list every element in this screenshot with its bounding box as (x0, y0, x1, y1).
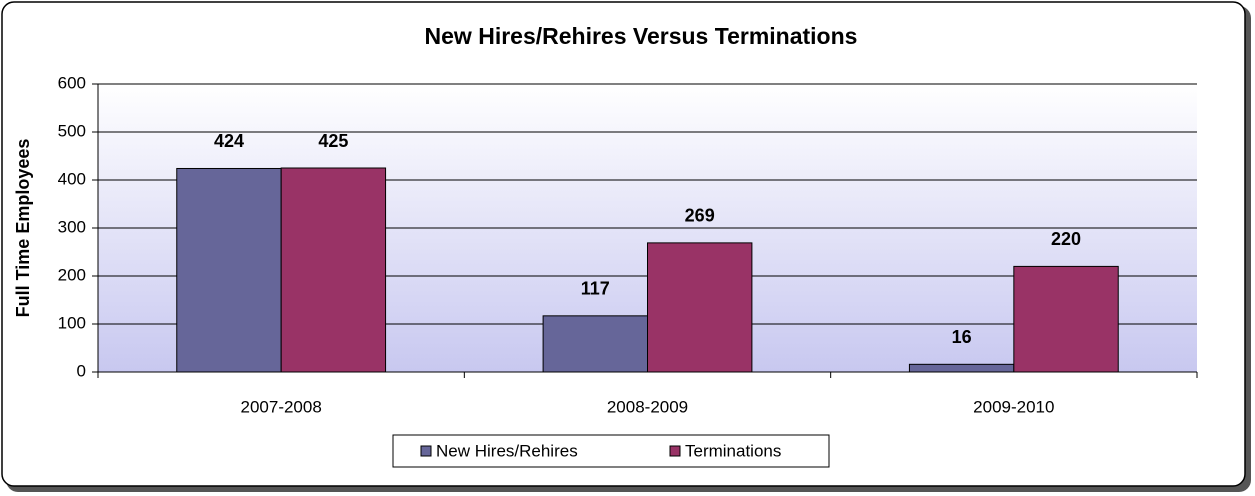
x-tick-label: 2008-2009 (607, 397, 688, 416)
legend (392, 434, 830, 468)
legend-label: New Hires/Rehires (436, 441, 578, 460)
y-tick-label: 400 (58, 169, 86, 188)
data-label: 425 (318, 131, 348, 151)
y-tick-label: 0 (77, 361, 86, 380)
legend-swatch (420, 445, 432, 457)
data-label: 16 (952, 327, 972, 347)
legend-swatch (669, 445, 681, 457)
x-tick-label: 2009-2010 (973, 397, 1054, 416)
y-tick-label: 500 (58, 121, 86, 140)
data-label: 269 (685, 206, 715, 226)
y-tick-label: 100 (58, 313, 86, 332)
data-label: 117 (581, 279, 610, 299)
y-axis-label: Full Time Employees (13, 139, 33, 318)
bar (280, 167, 387, 373)
legend-label: Terminations (685, 441, 781, 460)
bar (1013, 265, 1119, 373)
data-label: 220 (1051, 229, 1081, 249)
y-tick-label: 300 (58, 217, 86, 236)
bar (176, 167, 282, 373)
bar (908, 363, 1015, 373)
y-tick-label: 600 (58, 73, 86, 92)
chart-title: New Hires/Rehires Versus Terminations (425, 23, 858, 49)
y-tick-label: 200 (58, 265, 86, 284)
bar (542, 315, 648, 373)
bar (647, 242, 753, 373)
x-tick-label: 2007-2008 (241, 397, 322, 416)
data-label: 424 (214, 131, 244, 151)
